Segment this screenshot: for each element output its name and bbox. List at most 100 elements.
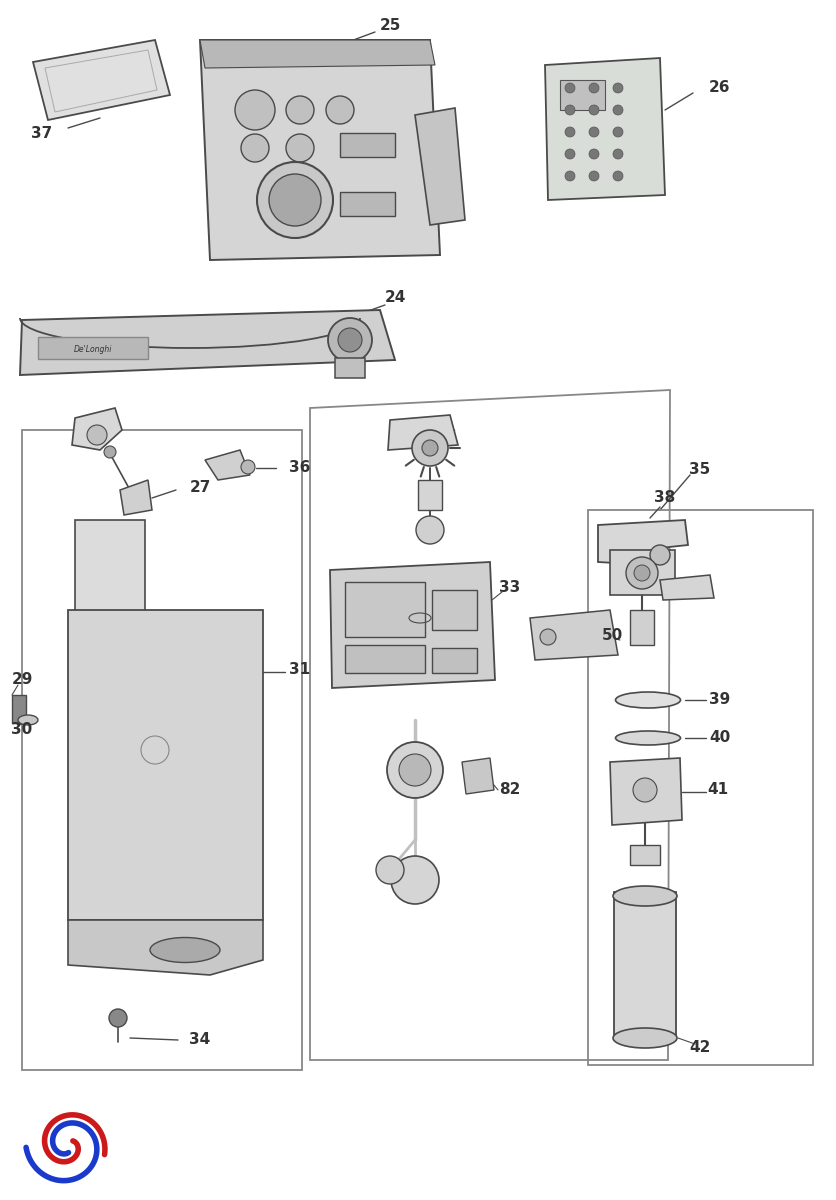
Bar bbox=[630, 610, 653, 646]
Circle shape bbox=[589, 104, 599, 115]
Text: 40: 40 bbox=[709, 731, 730, 745]
Text: 30: 30 bbox=[12, 722, 33, 738]
Ellipse shape bbox=[612, 1028, 676, 1048]
Polygon shape bbox=[388, 415, 457, 450]
Bar bbox=[417, 480, 441, 510]
Circle shape bbox=[589, 83, 599, 92]
Bar bbox=[68, 610, 263, 920]
Polygon shape bbox=[329, 562, 494, 688]
Text: 25: 25 bbox=[379, 18, 400, 32]
Bar bbox=[344, 646, 425, 673]
Text: 27: 27 bbox=[189, 480, 211, 496]
Polygon shape bbox=[68, 920, 263, 974]
Text: 33: 33 bbox=[499, 581, 520, 595]
Polygon shape bbox=[33, 40, 170, 120]
Polygon shape bbox=[120, 480, 152, 515]
Text: 34: 34 bbox=[189, 1032, 211, 1048]
Polygon shape bbox=[200, 40, 435, 68]
Text: 82: 82 bbox=[499, 782, 520, 798]
Circle shape bbox=[325, 96, 354, 124]
Text: 41: 41 bbox=[706, 782, 727, 798]
Bar bbox=[431, 648, 477, 673]
Polygon shape bbox=[415, 108, 465, 226]
Circle shape bbox=[633, 565, 650, 581]
Circle shape bbox=[109, 1009, 127, 1027]
Text: 39: 39 bbox=[709, 692, 730, 708]
Circle shape bbox=[564, 127, 574, 137]
Circle shape bbox=[386, 742, 442, 798]
Circle shape bbox=[612, 170, 622, 181]
Text: 38: 38 bbox=[654, 491, 675, 505]
Ellipse shape bbox=[614, 692, 680, 708]
Bar bbox=[339, 192, 395, 216]
Text: 24: 24 bbox=[384, 290, 405, 306]
Circle shape bbox=[589, 170, 599, 181]
Bar bbox=[75, 520, 145, 620]
Circle shape bbox=[632, 778, 656, 802]
Ellipse shape bbox=[614, 731, 680, 745]
Text: De'Longhi: De'Longhi bbox=[74, 344, 112, 354]
Circle shape bbox=[612, 83, 622, 92]
Circle shape bbox=[564, 104, 574, 115]
Bar bbox=[431, 590, 477, 630]
Circle shape bbox=[328, 318, 371, 362]
Bar bbox=[609, 550, 674, 595]
Circle shape bbox=[87, 425, 107, 445]
Circle shape bbox=[22, 1099, 114, 1190]
Text: 26: 26 bbox=[708, 80, 730, 96]
Circle shape bbox=[241, 460, 255, 474]
Circle shape bbox=[390, 856, 438, 904]
Circle shape bbox=[241, 134, 268, 162]
Circle shape bbox=[268, 174, 321, 226]
Text: 36: 36 bbox=[289, 461, 310, 475]
Circle shape bbox=[539, 629, 555, 646]
Bar bbox=[559, 80, 604, 110]
Text: 50: 50 bbox=[600, 628, 622, 642]
Polygon shape bbox=[200, 40, 440, 260]
Circle shape bbox=[564, 149, 574, 158]
Circle shape bbox=[375, 856, 404, 884]
Polygon shape bbox=[529, 610, 617, 660]
Polygon shape bbox=[461, 758, 493, 794]
Ellipse shape bbox=[150, 937, 220, 962]
Circle shape bbox=[612, 149, 622, 158]
Bar bbox=[334, 358, 364, 378]
Text: 35: 35 bbox=[689, 462, 710, 478]
Circle shape bbox=[564, 83, 574, 92]
Bar bbox=[614, 892, 675, 1040]
Polygon shape bbox=[20, 310, 395, 374]
Circle shape bbox=[415, 516, 443, 544]
Ellipse shape bbox=[18, 715, 38, 725]
Circle shape bbox=[257, 162, 333, 238]
Ellipse shape bbox=[612, 886, 676, 906]
Circle shape bbox=[286, 134, 314, 162]
Circle shape bbox=[564, 170, 574, 181]
Circle shape bbox=[235, 90, 275, 130]
Circle shape bbox=[612, 127, 622, 137]
Circle shape bbox=[286, 96, 314, 124]
Polygon shape bbox=[205, 450, 250, 480]
Circle shape bbox=[411, 430, 447, 466]
Bar bbox=[588, 510, 812, 1066]
Text: 31: 31 bbox=[289, 662, 310, 678]
Polygon shape bbox=[72, 408, 122, 450]
Circle shape bbox=[399, 754, 431, 786]
Text: 42: 42 bbox=[689, 1040, 710, 1056]
Bar bbox=[12, 695, 26, 722]
Bar bbox=[22, 430, 302, 1070]
Circle shape bbox=[338, 328, 361, 352]
Circle shape bbox=[104, 446, 116, 458]
Bar bbox=[344, 582, 425, 637]
Polygon shape bbox=[660, 575, 713, 600]
Bar bbox=[630, 845, 660, 865]
Bar bbox=[38, 337, 148, 359]
Circle shape bbox=[612, 104, 622, 115]
Polygon shape bbox=[609, 758, 681, 826]
Circle shape bbox=[625, 557, 657, 589]
Circle shape bbox=[421, 440, 437, 456]
Polygon shape bbox=[597, 520, 687, 565]
Bar bbox=[339, 133, 395, 157]
Text: 37: 37 bbox=[31, 126, 53, 140]
Text: 29: 29 bbox=[12, 672, 33, 688]
Polygon shape bbox=[544, 58, 665, 200]
